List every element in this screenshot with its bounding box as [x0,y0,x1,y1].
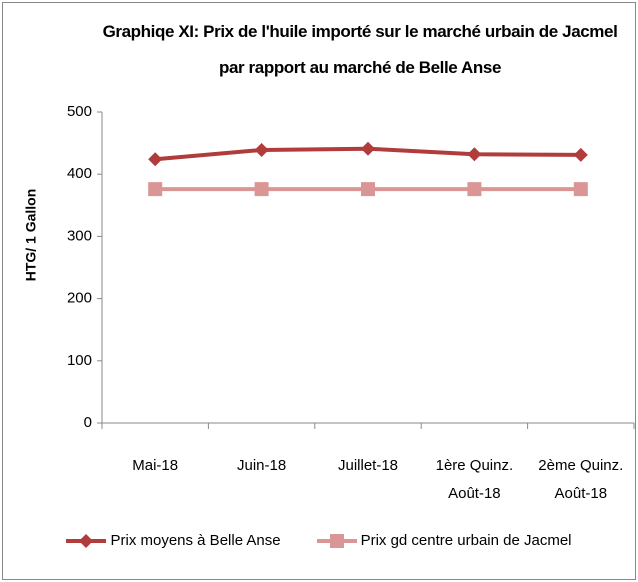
legend-item: Prix moyens à Belle Anse [66,532,281,549]
legend-item: Prix gd centre urbain de Jacmel [316,532,572,549]
marker [79,533,94,548]
x-tick-label: 1ère Quinz. Août-18 [435,457,514,502]
marker [573,182,588,197]
y-tick-label: 400 [67,165,92,182]
marker [573,147,588,162]
legend-label: Prix moyens à Belle Anse [110,532,281,549]
y-axis-label: HTG/ 1 Gallon [23,189,39,282]
legend: Prix moyens à Belle Anse Prix gd centre u… [0,532,638,549]
legend-icon [66,533,107,548]
marker [254,142,269,157]
marker [361,182,375,197]
legend-label: Prix gd centre urbain de Jacmel [360,532,572,549]
y-tick-label: 500 [67,103,92,120]
marker [148,152,163,167]
chart-title: Graphiqe XI: Prix de l'huile importé sur… [102,22,618,77]
x-tick-label: Mai-18 [132,457,179,474]
x-tick-label: Juillet-18 [337,457,399,474]
x-tick-label: 2ème Quinz. Août-18 [538,457,624,502]
marker [361,141,375,156]
marker [148,182,163,197]
y-tick-label: 300 [67,227,92,244]
marker [467,182,482,197]
legend-icon [316,533,357,548]
x-tick-label: Juin-18 [236,457,287,474]
marker [467,147,482,162]
y-tick-label: 200 [67,290,92,307]
y-tick-label: 0 [84,414,92,431]
y-tick-label: 100 [67,352,92,369]
marker [254,182,269,197]
marker [329,533,344,548]
